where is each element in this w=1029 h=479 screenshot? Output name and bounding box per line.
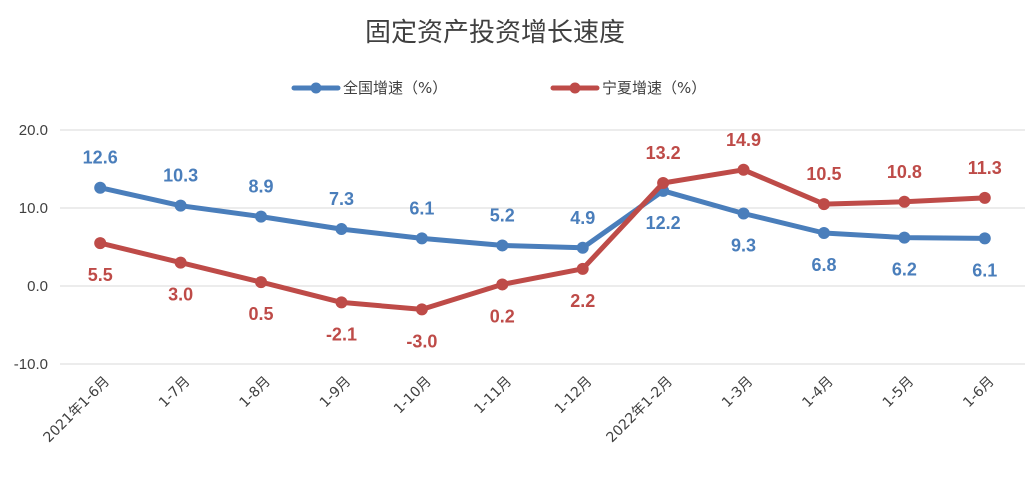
data-label: 12.6 [83,148,118,168]
data-label: 10.5 [806,164,841,184]
x-tick-label: 1-6月 [960,374,997,411]
x-tick-label: 1-3月 [719,374,756,411]
data-label: 13.2 [646,143,681,163]
data-labels: 12.6 10.3 8.9 7.3 6.1 5.2 4.9 12.2 9.3 6.8 6.2 6.1 5… [83,130,1002,352]
legend-item-national: 全国增速（%） [291,79,447,97]
data-label: 8.9 [249,177,274,197]
data-label: 2.2 [570,291,595,311]
x-tick-label: 1-11月 [471,374,515,418]
data-point [174,199,187,212]
series-line-0 [97,185,988,251]
y-tick-label: 20.0 [19,122,48,139]
data-point [898,195,911,208]
legend-label-national: 全国增速（%） [343,79,447,97]
data-label: 10.3 [163,166,198,186]
legend-label-ningxia: 宁夏增速（%） [602,79,706,97]
x-tick-label: 1-7月 [156,374,193,411]
data-label: 3.0 [168,285,193,305]
legend-item-ningxia: 宁夏增速（%） [550,79,706,97]
legend: 全国增速（%） 宁夏增速（%） [291,79,706,97]
data-point [94,237,107,250]
data-label: 6.2 [892,260,917,280]
data-label: 6.1 [409,198,434,218]
y-tick-label: 10.0 [19,200,48,217]
data-label: 6.8 [811,255,836,275]
data-point [737,163,750,176]
data-point [817,226,830,239]
x-tick-label: 2021年1-6月 [41,374,113,446]
x-tick-label: 1-10月 [391,374,435,418]
data-label: -3.0 [406,331,437,351]
data-point [576,241,589,254]
data-point [657,177,670,190]
data-label: 7.3 [329,189,354,209]
data-point [94,181,107,194]
y-axis: 20.0 10.0 0.0 -10.0 [14,122,48,373]
y-tick-label: -10.0 [14,356,48,373]
data-label: 6.1 [972,260,997,280]
x-tick-label: 1-8月 [236,374,273,411]
gridlines [60,129,1025,365]
x-tick-label: 2022年1-2月 [603,374,675,446]
data-label: -2.1 [326,324,357,344]
data-point [415,303,428,316]
data-label: 11.3 [968,158,1002,178]
data-label: 12.2 [646,213,681,233]
chart-title: 固定资产投资增长速度 [365,18,625,48]
data-point [496,239,509,252]
data-label: 9.3 [731,235,756,255]
data-point [255,210,268,223]
y-tick-label: 0.0 [27,278,48,295]
data-point [415,232,428,245]
x-tick-label: 1-5月 [880,374,917,411]
data-point [978,232,991,245]
legend-marker-ningxia [569,82,581,94]
data-point [978,191,991,204]
x-tick-label: 1-9月 [317,374,354,411]
data-point [335,296,348,309]
data-point [174,256,187,269]
series-line-1 [97,167,988,312]
x-tick-label: 1-12月 [552,374,596,418]
x-tick-label: 1-4月 [799,374,836,411]
data-label: 5.2 [490,205,515,225]
data-label: 4.9 [570,208,595,228]
data-label: 0.5 [249,304,274,324]
data-point [496,278,509,291]
x-axis: 2021年1-6月 1-7月 1-8月 1-9月 1-10月 1-11月 1-12月 2022… [41,374,998,446]
data-point [576,262,589,275]
series [94,163,991,316]
data-point [737,207,750,220]
data-point [817,198,830,211]
data-label: 14.9 [726,130,761,150]
data-label: 0.2 [490,306,515,326]
legend-marker-national [310,82,322,94]
data-label: 5.5 [88,265,113,285]
data-point [335,223,348,236]
data-point [898,231,911,244]
data-point [255,276,268,289]
data-label: 10.8 [887,162,922,182]
